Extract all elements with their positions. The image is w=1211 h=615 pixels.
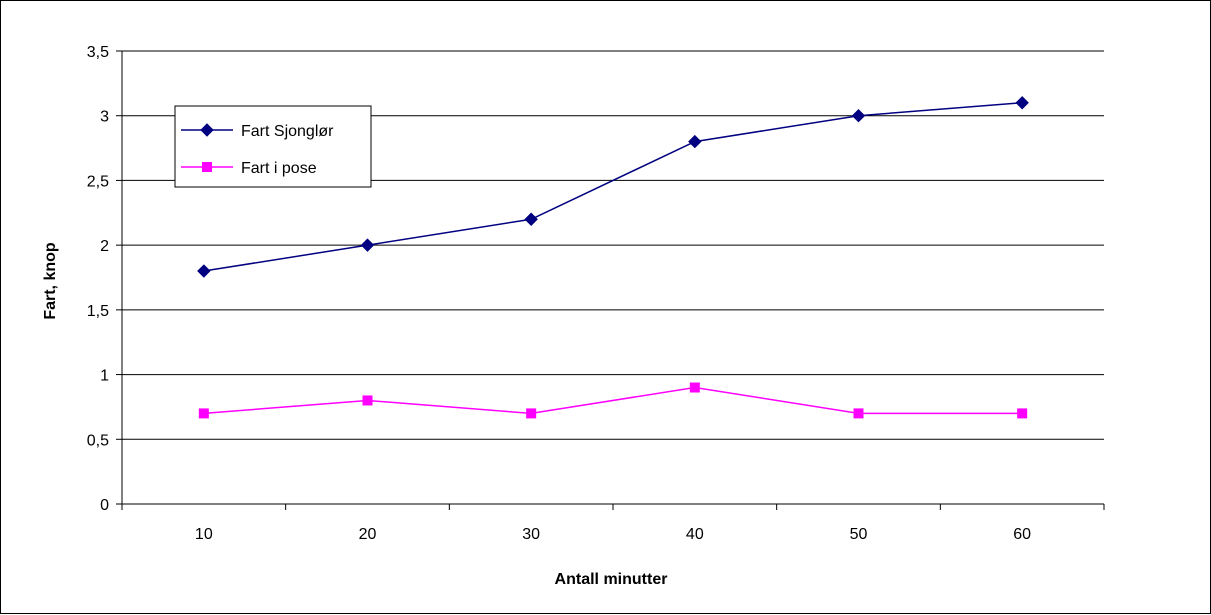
data-point-1 [688, 134, 702, 149]
legend-marker-1 [200, 123, 214, 137]
y-tick-label: 2 [100, 238, 109, 255]
data-point-1 [851, 109, 866, 123]
y-tick-label: 0,5 [87, 432, 109, 449]
data-point-2 [689, 382, 700, 393]
data-point-1 [1015, 96, 1029, 110]
legend-marker-2 [202, 162, 212, 172]
x-tick-label: 30 [522, 526, 540, 543]
y-tick-label: 2,5 [87, 173, 109, 190]
data-point-1 [524, 212, 538, 226]
data-point-2 [526, 408, 537, 419]
x-tick-label: 10 [195, 526, 213, 543]
legend-label-2: Fart i pose [241, 160, 317, 177]
legend: Fart Sjonglør Fart i pose [174, 105, 372, 188]
x-tick-label: 60 [1013, 526, 1031, 543]
x-tick-label: 20 [359, 526, 377, 543]
series-line-1 [203, 102, 1023, 272]
series-line-2 [203, 386, 1023, 415]
x-tick-label: 50 [850, 526, 868, 543]
y-tick-label: 1,5 [87, 303, 109, 320]
data-point-2 [362, 395, 373, 406]
y-tick-label: 3,5 [87, 44, 109, 61]
data-point-2 [198, 408, 209, 419]
y-tick-label: 0 [100, 497, 109, 514]
data-point-1 [197, 264, 211, 278]
legend-box [174, 105, 372, 188]
axes: 0 0,5 1 1,5 2 2,5 3 3,5 10 20 30 40 50 60 [87, 44, 1105, 543]
x-tick-label: 40 [686, 526, 704, 543]
y-tick-label: 3 [100, 109, 109, 126]
data-point-1 [360, 238, 375, 252]
data-point-2 [853, 408, 864, 419]
y-axis-title: Fart, knop [42, 242, 59, 320]
y-tick-label: 1 [100, 368, 109, 385]
data-point-2 [1017, 408, 1028, 419]
legend-label-1: Fart Sjonglør [241, 123, 334, 140]
series [197, 96, 1029, 419]
x-axis-title: Antall minutter [555, 571, 668, 588]
